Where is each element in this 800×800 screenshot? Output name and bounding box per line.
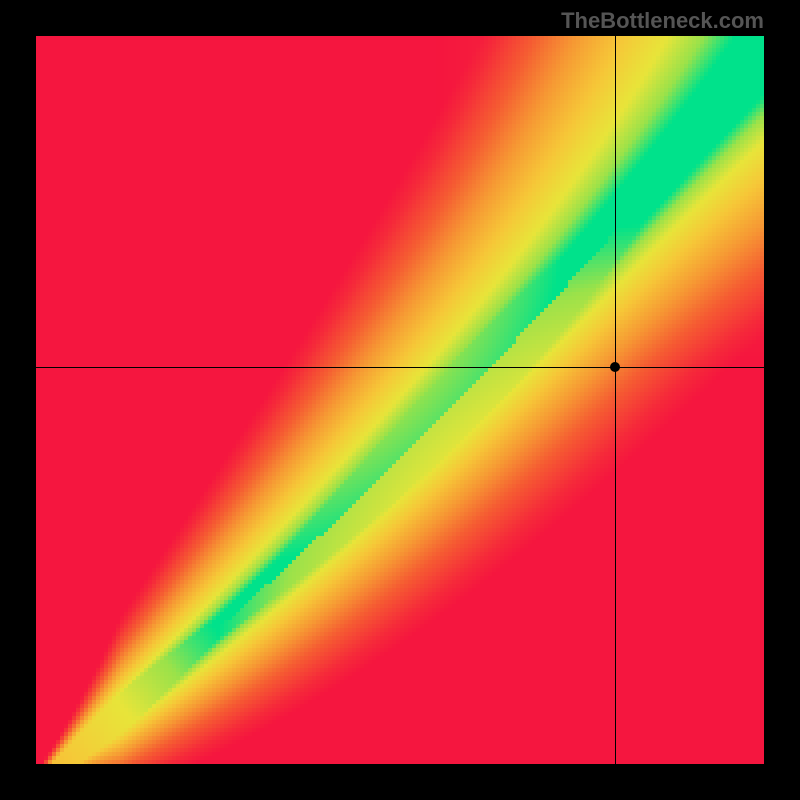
heatmap-canvas xyxy=(36,36,764,764)
watermark-text: TheBottleneck.com xyxy=(561,8,764,34)
crosshair-marker xyxy=(610,362,620,372)
crosshair-horizontal xyxy=(36,367,764,368)
bottleneck-heatmap xyxy=(36,36,764,764)
crosshair-vertical xyxy=(615,36,616,764)
